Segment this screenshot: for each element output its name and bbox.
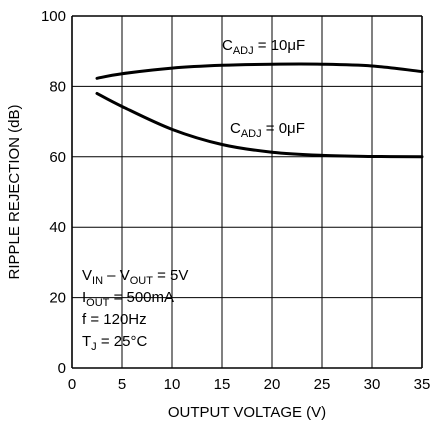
condition-text: = 25°C xyxy=(97,333,148,350)
y-tick-label: 60 xyxy=(49,149,66,166)
x-tick-label: 20 xyxy=(264,376,281,393)
x-tick-label: 15 xyxy=(214,376,231,393)
condition-text: f = 120Hz xyxy=(82,311,147,328)
series-label-sub: ADJ xyxy=(233,45,254,57)
condition-line: VIN – VOUT = 5V xyxy=(82,267,188,287)
y-axis-title: RIPPLE REJECTION (dB) xyxy=(6,104,23,279)
series-label-main: C xyxy=(222,37,233,54)
x-tick-label: 10 xyxy=(164,376,181,393)
series-line-1 xyxy=(95,91,424,159)
y-tick-label: 40 xyxy=(49,219,66,236)
condition-text: = 500mA xyxy=(109,289,174,306)
series-label-sub: ADJ xyxy=(241,128,262,140)
condition-text: = 5V xyxy=(153,267,188,284)
series-layer xyxy=(95,62,424,159)
series-label-main: C xyxy=(230,120,241,137)
y-tick-label: 0 xyxy=(58,360,66,377)
y-tick-label: 80 xyxy=(49,78,66,95)
condition-text: I xyxy=(82,289,86,306)
condition-subscript: IN xyxy=(92,275,103,287)
condition-line: f = 120Hz xyxy=(82,311,147,328)
tick-label-layer: 0 5 10 15 20 25 30 35 0 20 40 60 80 100 xyxy=(41,8,430,393)
series-label-cadj-10uf: CADJ = 10μF xyxy=(222,37,305,57)
x-tick-label: 0 xyxy=(68,376,76,393)
condition-subscript: OUT xyxy=(130,275,154,287)
x-tick-label: 30 xyxy=(364,376,381,393)
condition-text: – V xyxy=(103,267,130,284)
x-tick-label: 5 xyxy=(118,376,126,393)
condition-line: TJ = 25°C xyxy=(82,333,147,353)
series-label-cadj-0uf: CADJ = 0μF xyxy=(230,120,305,140)
condition-line: IOUT = 500mA xyxy=(82,289,174,309)
x-tick-label: 35 xyxy=(414,376,431,393)
y-tick-label: 100 xyxy=(41,8,66,25)
series-label-rest: = 0μF xyxy=(262,120,305,137)
series-line-0 xyxy=(95,62,424,80)
condition-text: T xyxy=(82,333,91,350)
series-label-rest: = 10μF xyxy=(254,37,306,54)
condition-text: V xyxy=(82,267,92,284)
condition-subscript: J xyxy=(91,341,97,353)
grid-layer xyxy=(71,15,423,369)
condition-subscript: OUT xyxy=(86,297,110,309)
y-tick-label: 20 xyxy=(49,290,66,307)
x-axis-title: OUTPUT VOLTAGE (V) xyxy=(168,404,326,421)
x-tick-label: 25 xyxy=(314,376,331,393)
